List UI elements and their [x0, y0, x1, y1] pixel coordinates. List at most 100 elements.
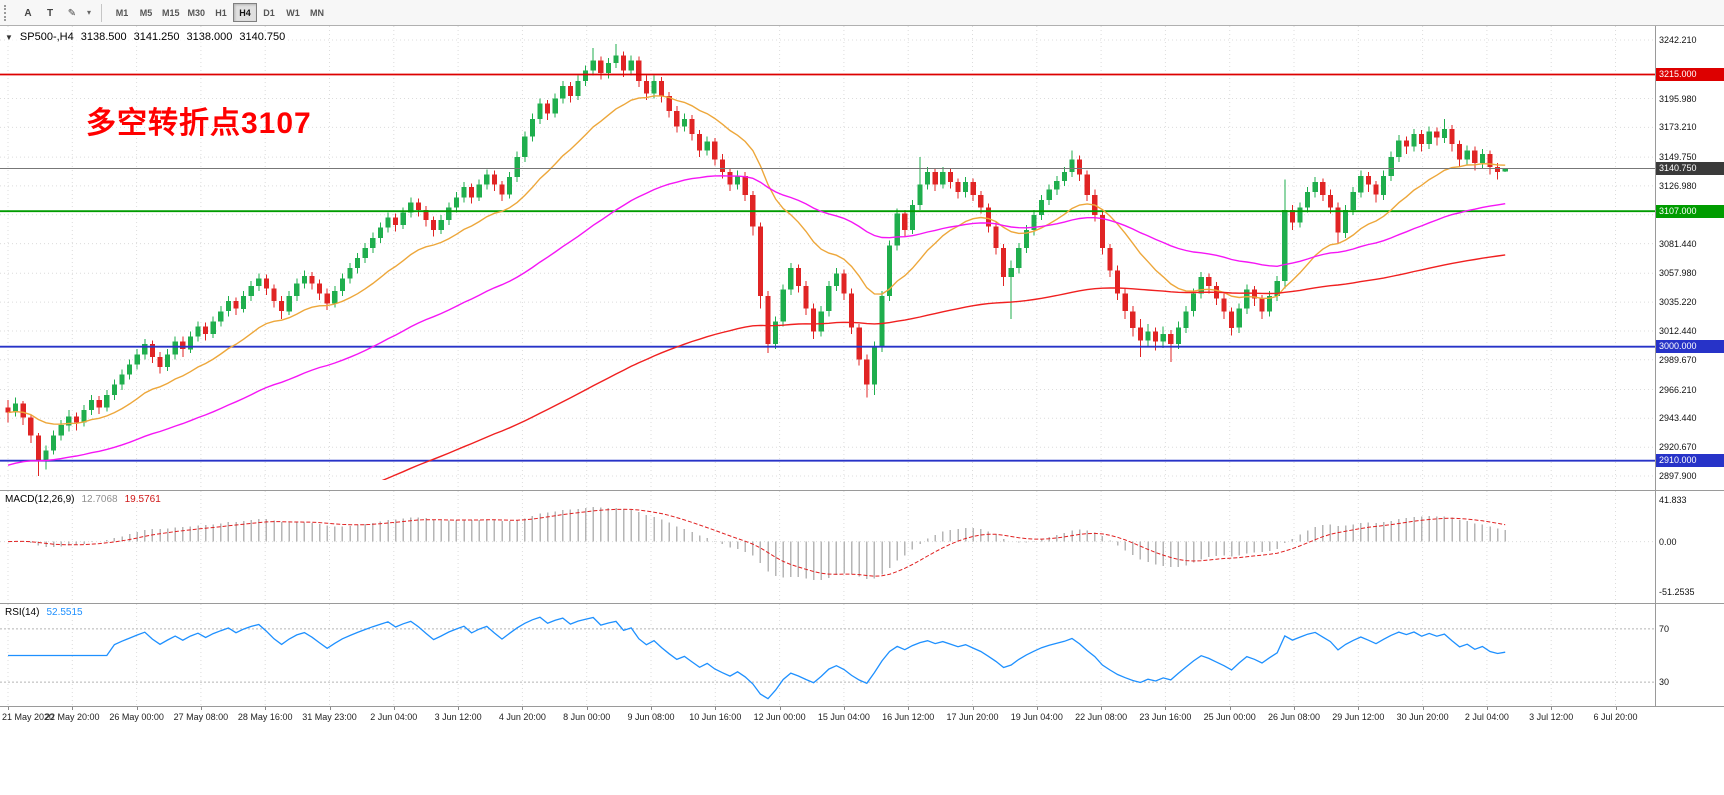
time-axis-label: 22 May 20:00 — [45, 712, 100, 722]
time-tick — [1358, 707, 1360, 710]
timeframe-button-h4[interactable]: H4 — [233, 3, 258, 23]
rsi-level-lines — [0, 628, 1655, 683]
time-tick — [1294, 707, 1295, 710]
toolbar: A T ✎ ▾ M1 M5 M15 M30 H1 H4 D1 W1 MN — [0, 0, 1724, 26]
timeframe-button-m1[interactable]: M1 — [110, 3, 134, 22]
rsi-panel[interactable]: RSI(14) 52.5515 — [0, 603, 1655, 706]
time-axis-label: 30 Jun 20:00 — [1396, 712, 1449, 722]
time-axis-label: 26 Jun 08:00 — [1267, 712, 1321, 722]
price-axis-label: 3173.210 — [1659, 122, 1697, 133]
time-tick — [8, 707, 9, 710]
time-tick — [715, 707, 717, 710]
price-axis-label: 3126.980 — [1659, 180, 1697, 191]
time-axis-label: 4 Jun 20:00 — [498, 712, 546, 722]
timeframe-buttons-group: M1 M5 M15 M30 H1 H4 D1 W1 MN — [110, 3, 329, 23]
rsi-chart-canvas[interactable] — [0, 604, 1655, 706]
timeframe-button-w1[interactable]: W1 — [281, 3, 305, 22]
timeframe-button-d1[interactable]: D1 — [257, 3, 281, 22]
macd-chart-canvas[interactable] — [0, 491, 1655, 603]
price-chart-canvas[interactable] — [0, 26, 1655, 490]
rsi-line — [8, 616, 1506, 700]
drawing-tools-group: A T ✎ — [17, 3, 83, 23]
draw-tool-caret-icon[interactable]: ▾ — [87, 8, 92, 17]
time-tick — [1615, 707, 1617, 710]
time-tick — [1486, 707, 1488, 710]
time-axis-label: 17 Jun 20:00 — [946, 712, 999, 722]
macd-header: MACD(12,26,9) 12.7068 19.5761 — [5, 494, 161, 505]
time-tick — [72, 707, 74, 710]
time-tick — [1101, 707, 1103, 710]
time-axis-label: 19 Jun 04:00 — [1010, 712, 1063, 722]
price-axis-label: 3081.440 — [1659, 238, 1697, 249]
main-chart-panel[interactable]: ▼ SP500-,H4 3138.500 3141.250 3138.000 3… — [0, 26, 1655, 490]
hline-price-tag: 3215.000 — [1656, 68, 1724, 81]
time-tick — [1036, 707, 1038, 710]
rsi-axis[interactable]: 70 30 — [1655, 603, 1724, 706]
time-axis-label: 6 Jul 20:00 — [1593, 712, 1638, 722]
annotation-text: 多空转折点3107 — [86, 107, 312, 140]
time-tick — [779, 707, 781, 710]
ohlc-close: 3140.750 — [239, 31, 286, 43]
time-tick — [972, 707, 974, 710]
price-axis-label: 2920.670 — [1659, 442, 1697, 453]
time-axis[interactable]: 21 May 2020 22 May 20:00 26 May 00:00 27 Ma… — [0, 706, 1724, 728]
ohlc-high: 3141.250 — [133, 31, 180, 43]
ohlc-low: 3138.000 — [186, 31, 233, 43]
horizontal-lines-layer[interactable] — [0, 73, 1655, 462]
time-tick — [329, 707, 331, 710]
price-axis-label: 3057.980 — [1659, 268, 1697, 279]
time-tick — [1422, 707, 1424, 710]
current-price-tag: 3140.750 — [1656, 162, 1724, 175]
time-tick — [265, 707, 267, 710]
price-axis-label: 3242.210 — [1659, 35, 1697, 45]
timeframe-button-m15[interactable]: M15 — [158, 3, 184, 22]
time-axis-label: 12 Jun 00:00 — [753, 712, 806, 722]
text-box-tool-button[interactable]: T — [39, 4, 61, 23]
time-axis-label: 28 May 16:00 — [237, 712, 293, 722]
time-tick — [586, 707, 588, 710]
price-axis-label: 2897.900 — [1659, 471, 1697, 481]
time-axis-label: 9 Jun 08:00 — [627, 712, 675, 722]
macd-axis-label: -51.2535 — [1659, 587, 1695, 598]
timeframe-button-mn[interactable]: MN — [305, 3, 329, 22]
time-tick — [393, 707, 395, 710]
time-tick — [651, 707, 652, 710]
time-axis-label: 25 Jun 00:00 — [1203, 712, 1256, 722]
macd-panel[interactable]: MACD(12,26,9) 12.7068 19.5761 — [0, 490, 1655, 603]
bottom-blank-area — [0, 728, 1724, 795]
symbol-dropdown-icon[interactable]: ▼ — [5, 32, 13, 42]
time-axis-label: 29 Jun 12:00 — [1332, 712, 1385, 722]
grid-layer — [7, 604, 1616, 706]
time-tick — [522, 707, 524, 710]
toolbar-grip-handle[interactable] — [4, 4, 10, 21]
price-axis-label: 3012.440 — [1659, 326, 1697, 336]
hline-price-tag: 3107.000 — [1656, 204, 1724, 218]
macd-title: MACD(12,26,9) — [5, 494, 75, 505]
time-axis-label: 3 Jul 12:00 — [1529, 712, 1574, 722]
timeframe-button-h1[interactable]: H1 — [209, 3, 233, 22]
timeframe-button-m30[interactable]: M30 — [184, 3, 210, 22]
rsi-header: RSI(14) 52.5515 — [5, 607, 83, 618]
timeframe-button-m5[interactable]: M5 — [134, 3, 158, 22]
time-tick — [1551, 707, 1553, 710]
time-axis-label: 10 Jun 16:00 — [689, 712, 742, 722]
macd-axis-label: 0.00 — [1659, 536, 1677, 547]
price-axis-label: 3035.220 — [1659, 297, 1697, 308]
time-axis-label: 16 Jun 12:00 — [882, 712, 935, 722]
macd-axis[interactable]: 41.833 0.00 -51.2535 — [1655, 490, 1724, 603]
rsi-value: 52.5515 — [46, 607, 83, 618]
candles-layer — [5, 44, 1508, 476]
time-axis-label: 31 May 23:00 — [302, 712, 357, 722]
time-axis-label: 27 May 08:00 — [173, 712, 229, 722]
time-axis-label: 22 Jun 08:00 — [1075, 712, 1128, 722]
grid-layer — [0, 26, 1655, 490]
time-tick — [908, 707, 910, 710]
macd-signal-value: 19.5761 — [124, 494, 161, 505]
draw-tool-button[interactable]: ✎ — [61, 4, 83, 23]
time-axis-label: 15 Jun 04:00 — [817, 712, 870, 722]
time-tick — [200, 707, 202, 710]
price-axis[interactable]: 3242.210 3195.980 3173.210 3149.750 3126.980… — [1655, 26, 1724, 490]
time-axis-label: 2 Jun 04:00 — [370, 712, 418, 722]
text-label-tool-button[interactable]: A — [17, 4, 39, 23]
